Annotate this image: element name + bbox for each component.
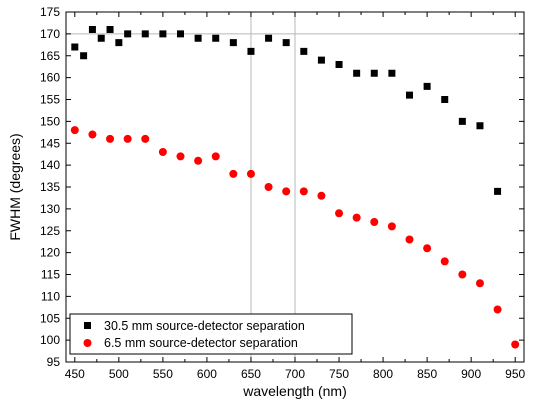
data-point-square [441,96,449,103]
legend-label-30-5mm: 30.5 mm source-detector separation [104,319,305,333]
data-point-square [115,39,123,47]
y-tick-label: 125 [40,224,60,238]
data-point-square [265,34,273,42]
data-point-square [97,34,105,42]
y-tick-label: 155 [40,93,60,107]
y-tick-label: 145 [40,136,60,150]
x-tick-label: 900 [461,367,481,381]
data-point-circle [141,134,150,143]
data-point-square [335,61,343,68]
x-tick-label: 500 [109,367,129,381]
data-point-square [212,34,220,42]
data-point-circle [335,209,344,218]
data-point-square [458,117,466,125]
data-point-circle [493,305,502,314]
x-tick-label: 600 [197,367,217,381]
data-point-square [353,69,361,77]
data-point-square [88,26,96,33]
x-tick-label: 450 [65,367,85,381]
data-point-circle [246,169,255,178]
data-point-square [282,39,290,47]
data-point-square [71,43,79,51]
data-point-square [370,69,378,77]
legend-box [69,313,353,355]
data-point-circle [387,222,396,231]
data-point-square [80,52,88,60]
y-axis-label: FWHM (degrees) [7,133,23,240]
data-point-square [406,91,413,99]
data-point-circle [440,257,449,266]
data-point-circle [299,187,308,196]
data-point-circle [458,270,467,279]
y-tick-label: 135 [40,180,60,194]
data-point-square [423,82,431,90]
x-tick-label: 700 [285,367,305,381]
x-tick-label: 800 [373,367,393,381]
data-point-circle [370,218,379,226]
x-tick-label: 850 [417,367,437,381]
data-point-circle [423,244,432,253]
x-tick-label: 750 [329,367,349,381]
data-point-square [177,30,184,38]
y-tick-label: 140 [40,158,60,172]
legend-label-6-5mm: 6.5 mm source-detector separation [104,336,298,350]
data-point-circle [511,340,520,349]
y-tick-label: 95 [47,355,61,369]
data-point-square [159,30,167,38]
data-point-square [388,69,396,77]
grid-layer [66,12,524,362]
data-point-circle [88,130,97,139]
data-point-square [317,56,325,64]
data-point-circle [405,235,414,244]
data-point-circle [176,152,185,161]
y-tick-label: 130 [40,202,60,216]
data-point-circle [211,152,220,161]
y-tick-label: 170 [40,27,60,41]
data-point-square [247,47,255,55]
data-point-square [300,47,308,55]
data-point-circle [475,279,484,288]
y-tick-label: 150 [40,114,60,128]
data-point-square [494,187,502,195]
data-point-circle [70,126,79,135]
y-tick-label: 160 [40,71,60,85]
data-point-circle [264,183,273,191]
legend-marker-square [84,322,91,329]
data-point-square [141,30,149,38]
data-point-circle [229,169,238,178]
y-tick-label: 110 [41,289,60,303]
data-point-circle [123,134,132,143]
y-tick-label: 115 [41,268,60,282]
legend: 30.5 mm source-detector separation 6.5 m… [69,313,353,355]
data-layer [70,26,520,349]
x-axis-label: wavelength (nm) [242,383,347,399]
data-point-circle [317,191,326,200]
data-point-circle [352,213,361,222]
y-tick-label: 120 [40,246,60,260]
x-tick-label: 550 [153,367,173,381]
data-point-square [476,122,484,130]
y-tick-label: 105 [40,311,60,325]
data-point-circle [106,134,115,143]
data-point-circle [194,156,203,165]
data-point-circle [158,148,167,156]
legend-marker-circle [83,339,92,347]
data-point-square [194,34,202,42]
data-point-square [229,39,237,47]
data-point-square [106,26,114,33]
y-tick-label: 175 [40,5,60,19]
data-point-circle [282,187,291,196]
y-tick-label: 100 [40,333,60,347]
x-tick-label: 950 [505,367,525,381]
tick-layer: 450 500 550 600 650 700 750 800 850 900 950 95 100 10… [40,5,526,381]
data-point-square [124,30,132,38]
x-tick-label: 650 [241,367,261,381]
y-tick-label: 165 [40,49,60,63]
